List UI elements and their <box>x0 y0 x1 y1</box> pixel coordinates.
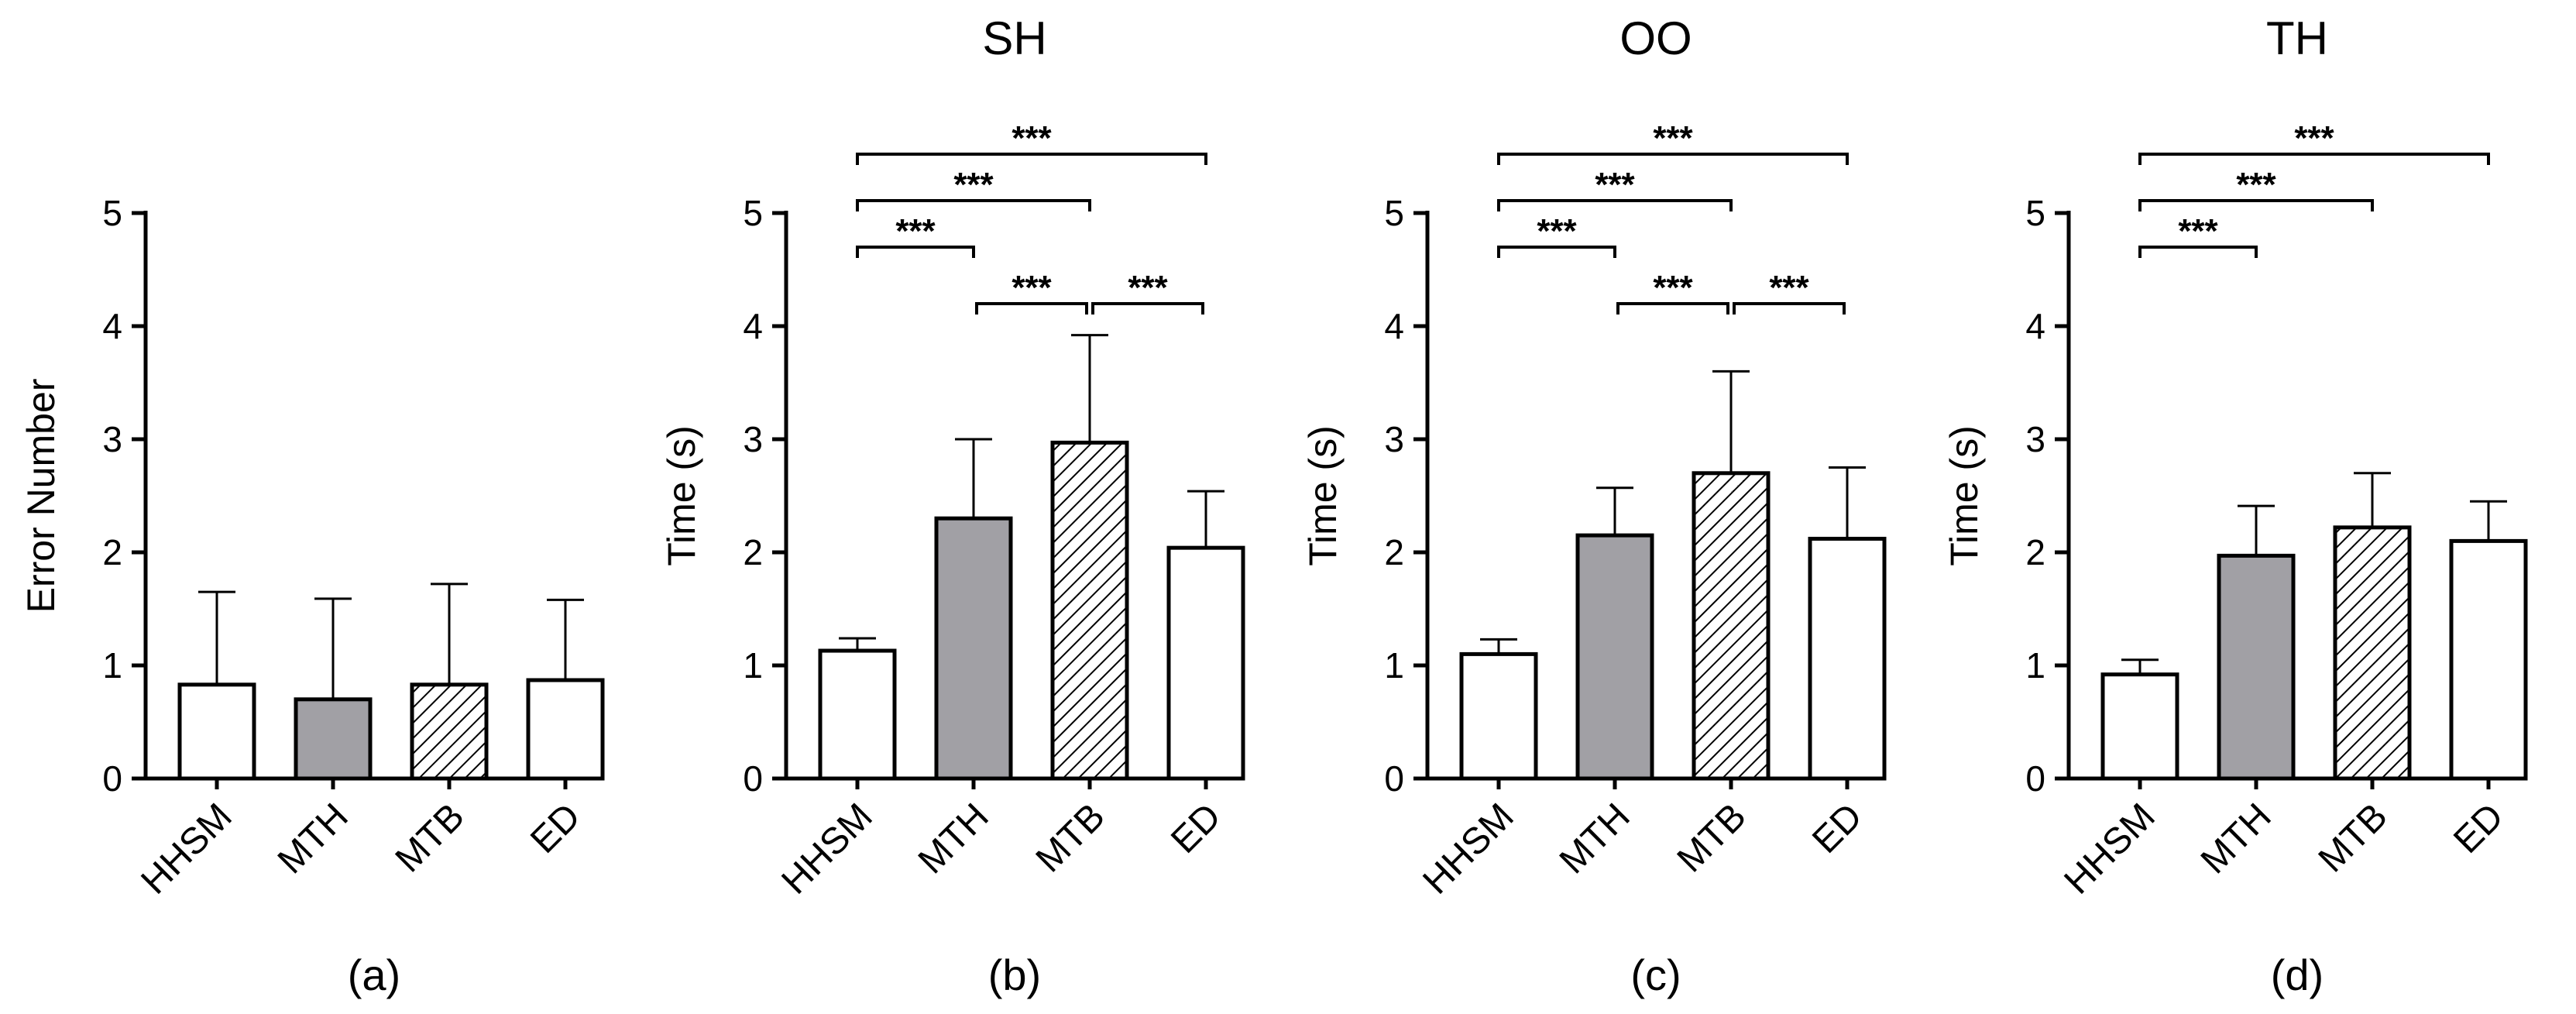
y-tick-label: 0 <box>1384 758 1404 799</box>
x-tick-label: HHSM <box>2056 796 2162 902</box>
x-tick-label: ED <box>2446 796 2512 861</box>
x-tick-label: ED <box>523 796 589 861</box>
significance-label: *** <box>895 212 936 250</box>
y-tick-label: 5 <box>1384 193 1404 233</box>
panel-1: 0 1 2 3 4 5 Error Number HHSM MTH MTB ED (a) <box>19 193 605 999</box>
significance-label: *** <box>1012 269 1052 307</box>
y-tick-label: 0 <box>743 758 763 799</box>
bar-mtb <box>1050 440 1129 781</box>
chart-title: OO <box>1619 12 1692 64</box>
y-axis-label: Time (s) <box>1301 425 1345 565</box>
bar-hhsm <box>1459 651 1538 781</box>
x-tick-label: MTB <box>1029 796 1113 880</box>
bar-mtb <box>410 682 489 781</box>
chart-title: SH <box>982 12 1046 64</box>
y-tick-label: 5 <box>102 193 122 233</box>
panel-4: 0 1 2 3 4 5 Time (s) HHSM MTH MTB ED *** *** *** TH (d) <box>1942 12 2528 999</box>
bar-hhsm <box>818 648 897 781</box>
y-tick-label: 0 <box>102 758 122 799</box>
y-tick-label: 5 <box>2025 193 2045 233</box>
y-tick-label: 2 <box>102 532 122 572</box>
bar-ed <box>2449 538 2528 781</box>
significance-bracket <box>2138 153 2490 165</box>
significance-label: *** <box>1653 269 1693 307</box>
panel-label: (d) <box>2271 950 2324 999</box>
significance-bracket <box>1497 246 1616 258</box>
bar-hhsm <box>2100 672 2179 781</box>
panel-label: (c) <box>1630 950 1681 999</box>
panel-label: (a) <box>348 950 400 999</box>
bar-mth <box>294 697 373 781</box>
y-tick-label: 3 <box>2025 419 2045 459</box>
x-tick-label: ED <box>1805 796 1870 861</box>
y-tick-label: 1 <box>2025 645 2045 686</box>
y-tick-label: 4 <box>102 306 122 346</box>
y-tick-label: 4 <box>743 306 763 346</box>
x-tick-label: ED <box>1163 796 1229 861</box>
y-tick-label: 2 <box>1384 532 1404 572</box>
significance-label: *** <box>1769 269 1809 307</box>
x-tick-label: MTB <box>388 796 472 880</box>
significance-bracket <box>1733 302 1846 315</box>
significance-label: *** <box>2178 212 2218 250</box>
significance-label: *** <box>2236 166 2276 204</box>
y-tick-label: 1 <box>1384 645 1404 686</box>
bar-mth <box>1575 533 1654 781</box>
significance-label: *** <box>953 166 994 204</box>
significance-bracket <box>856 199 1091 211</box>
y-tick-label: 3 <box>102 419 122 459</box>
y-tick-label: 4 <box>1384 306 1404 346</box>
x-tick-label: MTH <box>911 796 997 882</box>
y-tick-label: 4 <box>2025 306 2045 346</box>
y-tick-label: 2 <box>2025 532 2045 572</box>
bar-mth <box>2217 553 2296 781</box>
y-axis-label: Time (s) <box>1942 425 1986 565</box>
x-tick-label: MTB <box>1670 796 1754 880</box>
significance-bracket <box>1497 153 1849 165</box>
bar-ed <box>1808 536 1887 781</box>
y-tick-label: 5 <box>743 193 763 233</box>
significance-bracket <box>2138 246 2258 258</box>
y-tick-label: 1 <box>102 645 122 686</box>
y-tick-label: 2 <box>743 532 763 572</box>
y-tick-label: 1 <box>743 645 763 686</box>
significance-label: *** <box>1537 212 1577 250</box>
x-tick-label: HHSM <box>1415 796 1521 902</box>
y-tick-label: 3 <box>743 419 763 459</box>
chart-title: TH <box>2266 12 2328 64</box>
significance-label: *** <box>1012 119 1052 157</box>
x-tick-label: HHSM <box>774 796 880 902</box>
significance-label: *** <box>1653 119 1693 157</box>
bar-ed <box>526 678 605 781</box>
significance-bracket <box>856 153 1207 165</box>
y-axis-label: Error Number <box>19 379 63 614</box>
x-tick-label: HHSM <box>133 796 239 902</box>
significance-bracket <box>1091 302 1204 315</box>
bar-mtb <box>2333 525 2412 781</box>
significance-bracket <box>856 246 975 258</box>
significance-label: *** <box>2294 119 2334 157</box>
panel-3: 0 1 2 3 4 5 Time (s) HHSM MTH MTB ED *** *** *** *** **… <box>1301 12 1887 999</box>
significance-bracket <box>975 302 1088 315</box>
bar-mth <box>934 516 1013 781</box>
panel-2: 0 1 2 3 4 5 Time (s) HHSM MTH MTB ED *** *** *** *** **… <box>660 12 1245 999</box>
significance-label: *** <box>1595 166 1635 204</box>
significance-bracket <box>1616 302 1729 315</box>
significance-label: *** <box>1128 269 1168 307</box>
bar-ed <box>1166 545 1245 781</box>
x-tick-label: MTB <box>2311 796 2396 880</box>
y-tick-label: 3 <box>1384 419 1404 459</box>
significance-bracket <box>2138 199 2374 211</box>
bar-hhsm <box>177 682 256 781</box>
panel-label: (b) <box>988 950 1041 999</box>
x-tick-label: MTH <box>1552 796 1638 882</box>
y-tick-label: 0 <box>2025 758 2045 799</box>
y-axis-label: Time (s) <box>660 425 703 565</box>
bar-mtb <box>1692 471 1771 781</box>
significance-bracket <box>1497 199 1733 211</box>
x-tick-label: MTH <box>270 796 356 882</box>
x-tick-label: MTH <box>2193 796 2279 882</box>
